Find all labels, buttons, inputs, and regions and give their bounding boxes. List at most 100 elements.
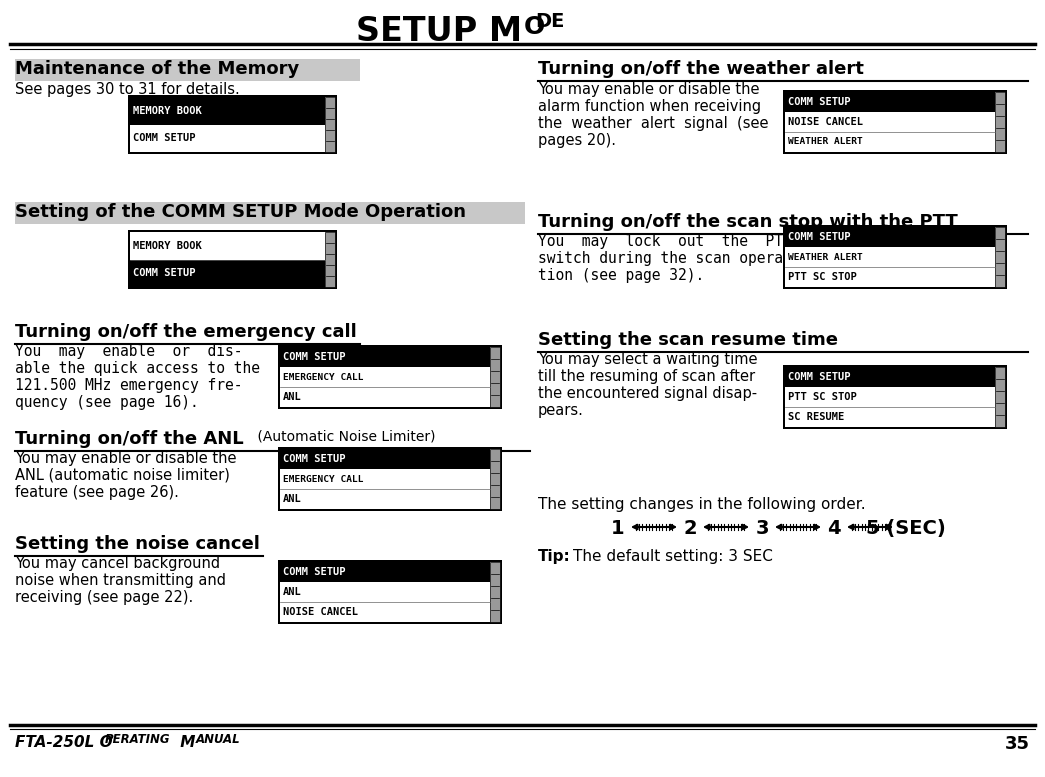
- Text: Turning on/off the ANL: Turning on/off the ANL: [15, 430, 243, 448]
- Text: Maintenance of the Memory: Maintenance of the Memory: [15, 60, 299, 78]
- Bar: [785, 367, 995, 387]
- Text: pears.: pears.: [538, 403, 584, 418]
- Text: COMM SETUP: COMM SETUP: [283, 352, 346, 362]
- Text: Setting of the COMM SETUP Mode Operation: Setting of the COMM SETUP Mode Operation: [15, 203, 466, 221]
- Bar: [785, 92, 995, 112]
- Text: COMM SETUP: COMM SETUP: [283, 567, 346, 577]
- Bar: [280, 449, 490, 469]
- Bar: [995, 367, 1005, 427]
- Text: ANL: ANL: [283, 494, 302, 504]
- Text: You may select a waiting time: You may select a waiting time: [538, 352, 758, 367]
- Bar: [278, 447, 502, 511]
- Text: FTA-250L O: FTA-250L O: [15, 735, 113, 750]
- Text: PTT SC STOP: PTT SC STOP: [788, 272, 857, 282]
- Text: Turning on/off the weather alert: Turning on/off the weather alert: [538, 60, 864, 78]
- Text: till the resuming of scan after: till the resuming of scan after: [538, 369, 756, 384]
- Text: 121.500 MHz emergency fre-: 121.500 MHz emergency fre-: [15, 378, 242, 393]
- Text: COMM SETUP: COMM SETUP: [283, 454, 346, 464]
- Text: ANL (automatic noise limiter): ANL (automatic noise limiter): [15, 468, 230, 483]
- Text: Setting the noise cancel: Setting the noise cancel: [15, 535, 260, 553]
- Text: alarm function when receiving: alarm function when receiving: [538, 99, 761, 114]
- Bar: [127, 95, 336, 154]
- Text: quency (see page 16).: quency (see page 16).: [15, 395, 199, 410]
- Text: NOISE CANCEL: NOISE CANCEL: [283, 607, 358, 617]
- Bar: [280, 562, 490, 582]
- Text: WEATHER ALERT: WEATHER ALERT: [788, 253, 863, 262]
- Text: SC RESUME: SC RESUME: [788, 412, 844, 422]
- Bar: [783, 90, 1007, 154]
- Text: tion (see page 32).: tion (see page 32).: [538, 268, 704, 283]
- Text: COMM SETUP: COMM SETUP: [788, 97, 851, 107]
- Bar: [280, 562, 500, 622]
- Bar: [783, 225, 1007, 289]
- Text: 1: 1: [611, 519, 625, 538]
- Text: noise when transmitting and: noise when transmitting and: [15, 573, 226, 588]
- Text: See pages 30 to 31 for details.: See pages 30 to 31 for details.: [15, 82, 239, 97]
- Text: PTT SC STOP: PTT SC STOP: [788, 392, 857, 402]
- Bar: [280, 347, 500, 407]
- Bar: [130, 260, 325, 287]
- Text: MEMORY BOOK: MEMORY BOOK: [133, 241, 202, 251]
- Text: The setting changes in the following order.: The setting changes in the following ord…: [538, 497, 865, 512]
- Bar: [130, 97, 325, 124]
- Text: Setting the scan resume time: Setting the scan resume time: [538, 331, 838, 349]
- Text: You  may  enable  or  dis-: You may enable or dis-: [15, 344, 242, 359]
- Text: EMERGENCY CALL: EMERGENCY CALL: [283, 475, 364, 483]
- Bar: [325, 97, 335, 152]
- Text: Turning on/off the emergency call: Turning on/off the emergency call: [15, 323, 356, 341]
- Text: (Automatic Noise Limiter): (Automatic Noise Limiter): [253, 430, 436, 444]
- Bar: [130, 232, 335, 287]
- Text: the  weather  alert  signal  (see: the weather alert signal (see: [538, 116, 768, 131]
- Text: WEATHER ALERT: WEATHER ALERT: [788, 138, 863, 147]
- Text: You  may  lock  out  the  PTT: You may lock out the PTT: [538, 234, 792, 249]
- Text: Tip:: Tip:: [538, 549, 571, 564]
- Bar: [785, 92, 1005, 152]
- Bar: [15, 202, 525, 224]
- Bar: [15, 59, 359, 81]
- Bar: [280, 347, 490, 367]
- Text: MEMORY BOOK: MEMORY BOOK: [133, 106, 202, 116]
- Bar: [130, 97, 335, 152]
- Text: switch during the scan opera-: switch during the scan opera-: [538, 251, 792, 266]
- Bar: [490, 347, 500, 407]
- Text: able the quick access to the: able the quick access to the: [15, 361, 260, 376]
- Text: ANUAL: ANUAL: [196, 733, 240, 746]
- Text: the encountered signal disap-: the encountered signal disap-: [538, 386, 758, 401]
- Bar: [490, 562, 500, 622]
- Text: O: O: [524, 15, 545, 39]
- Bar: [278, 560, 502, 624]
- Bar: [278, 345, 502, 409]
- Text: receiving (see page 22).: receiving (see page 22).: [15, 590, 193, 605]
- Text: COMM SETUP: COMM SETUP: [133, 133, 195, 143]
- Bar: [280, 449, 500, 509]
- Text: You may enable or disable the: You may enable or disable the: [15, 451, 236, 466]
- Bar: [325, 232, 335, 287]
- Text: The default setting: 3 SEC: The default setting: 3 SEC: [573, 549, 773, 564]
- Bar: [995, 92, 1005, 152]
- Bar: [785, 227, 1005, 287]
- Text: COMM SETUP: COMM SETUP: [788, 232, 851, 242]
- Text: feature (see page 26).: feature (see page 26).: [15, 485, 179, 500]
- Text: EMERGENCY CALL: EMERGENCY CALL: [283, 372, 364, 382]
- Bar: [785, 367, 1005, 427]
- Text: 3: 3: [756, 519, 769, 538]
- Text: You may cancel background: You may cancel background: [15, 556, 220, 571]
- Text: NOISE CANCEL: NOISE CANCEL: [788, 117, 863, 127]
- Text: ANL: ANL: [283, 587, 302, 597]
- Text: You may enable or disable the: You may enable or disable the: [538, 82, 760, 97]
- Text: 4: 4: [828, 519, 841, 538]
- Text: 5 (SEC): 5 (SEC): [866, 519, 946, 538]
- Text: Turning on/off the scan stop with the PTT: Turning on/off the scan stop with the PT…: [538, 213, 958, 231]
- Text: ANL: ANL: [283, 392, 302, 402]
- Text: COMM SETUP: COMM SETUP: [133, 268, 195, 278]
- Bar: [490, 449, 500, 509]
- Text: PERATING: PERATING: [104, 733, 170, 746]
- Bar: [785, 227, 995, 247]
- Text: pages 20).: pages 20).: [538, 133, 616, 148]
- Text: M: M: [175, 735, 195, 750]
- Bar: [783, 365, 1007, 429]
- Text: DE: DE: [535, 12, 564, 31]
- Text: SETUP M: SETUP M: [356, 15, 522, 48]
- Bar: [127, 230, 336, 289]
- Text: 2: 2: [683, 519, 697, 538]
